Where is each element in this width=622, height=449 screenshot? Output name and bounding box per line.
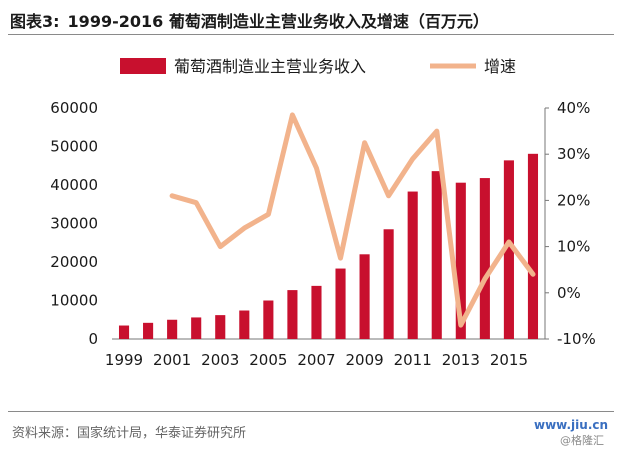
x-tick-label: 2013 [442, 351, 480, 369]
y-right-tick-label: 30% [557, 145, 590, 163]
y-left-tick-label: 10000 [50, 292, 98, 310]
growth-rate-line [169, 112, 536, 328]
x-tick-label: 2007 [297, 351, 335, 369]
revenue-bar [167, 319, 178, 339]
source-note: 资料来源：国家统计局，华泰证券研究所 [12, 426, 247, 441]
title-divider [8, 34, 614, 35]
y-left-tick-label: 50000 [50, 138, 98, 156]
y-left-tick-label: 60000 [50, 99, 98, 117]
revenue-bar [118, 325, 130, 339]
x-tick-label: 2001 [153, 351, 191, 369]
source-divider [8, 411, 614, 412]
y-right-tick-label: 40% [557, 99, 590, 117]
revenue-bar [215, 315, 226, 339]
x-tick-label: 2011 [394, 351, 432, 369]
figure-title-text: 1999-2016 葡萄酒制造业主营业务收入及增速（百万元） [67, 12, 489, 31]
y-right-tick-label: 10% [557, 238, 590, 256]
chart-title: 图表3: 1999-2016 葡萄酒制造业主营业务收入及增速（百万元） [10, 8, 489, 32]
y-left-tick-label: 30000 [50, 215, 98, 233]
x-tick-label: 1999 [105, 351, 143, 369]
figure-label: 图表3: [10, 12, 60, 31]
revenue-bar [311, 285, 322, 339]
revenue-bar [287, 290, 298, 339]
revenue-bar [479, 178, 490, 339]
y-left-tick-label: 20000 [50, 253, 98, 271]
y-left-tick-label: 0 [88, 330, 98, 348]
y-left-tick-label: 40000 [50, 176, 98, 194]
x-tick-label: 2015 [490, 351, 528, 369]
revenue-bar [527, 153, 539, 339]
revenue-bar [191, 317, 202, 339]
x-tick-label: 2009 [345, 351, 383, 369]
revenue-bar [431, 171, 442, 339]
revenue-bar [455, 182, 466, 339]
revenue-bar [383, 229, 394, 339]
watermark-brand: @格隆汇 [560, 434, 604, 447]
x-tick-label: 2003 [201, 351, 239, 369]
legend-bar-label: 葡萄酒制造业主营业务收入 [174, 57, 366, 76]
revenue-bar [503, 160, 514, 339]
y-right-tick-label: 0% [557, 284, 581, 302]
y-right-tick-label: -10% [557, 330, 596, 348]
revenue-bar [263, 300, 274, 339]
revenue-bar [359, 254, 370, 339]
legend-line-label: 增速 [484, 57, 516, 76]
legend-bar-swatch [120, 58, 166, 74]
revenue-bar [239, 310, 250, 339]
x-tick-label: 2005 [249, 351, 287, 369]
revenue-bar [143, 322, 154, 339]
watermark-site: www.jiu.cn [534, 418, 609, 432]
revenue-bar [335, 268, 346, 339]
revenue-bar [407, 191, 418, 339]
y-right-tick-label: 20% [557, 191, 590, 209]
